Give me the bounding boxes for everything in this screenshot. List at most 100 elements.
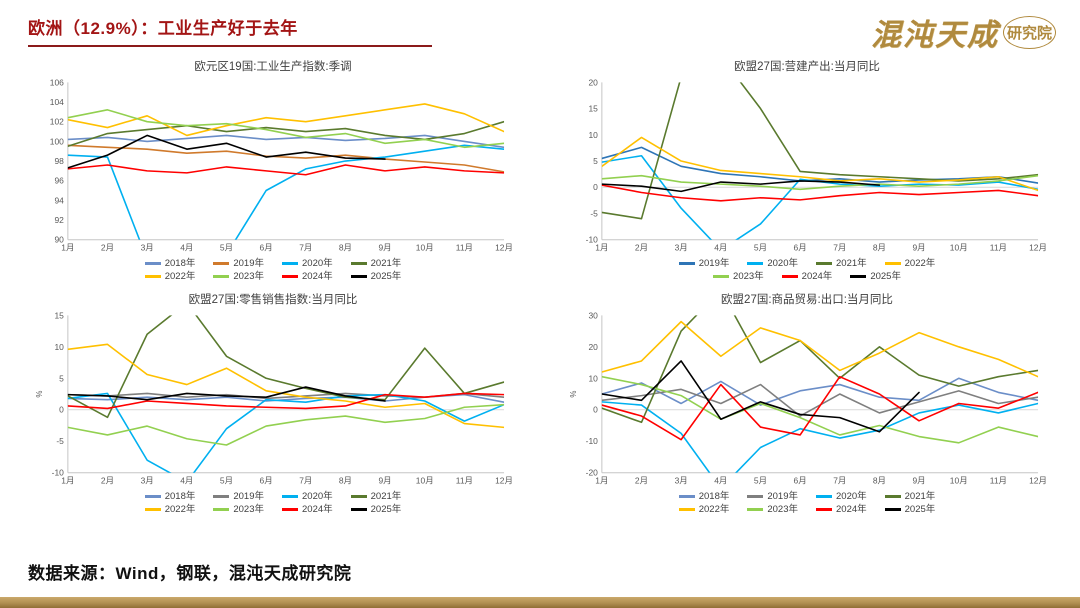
series-line-2024年	[67, 164, 505, 176]
legend-label: 2025年	[904, 504, 936, 515]
legend-label: 2021年	[370, 491, 402, 502]
legend-item: 2020年	[282, 257, 333, 270]
data-source-note: 数据来源：Wind，钢联，混沌天成研究院	[28, 564, 352, 583]
legend-label: 2024年	[302, 504, 333, 515]
legend-label: 2025年	[370, 504, 402, 515]
title-underline	[28, 45, 432, 47]
legend-swatch	[816, 495, 832, 498]
y-tick-label: 0	[59, 405, 64, 415]
legend-row: 2018年 2019年 2020年 2021年	[34, 490, 512, 503]
legend-label: 2023年	[233, 504, 264, 515]
x-tick-label: 2月	[101, 243, 114, 253]
y-tick-label: 10	[588, 373, 598, 383]
legend-row: 2022年 2023年 2024年 2025年	[568, 503, 1046, 516]
legend-swatch	[678, 262, 695, 265]
series-line-2020年	[601, 154, 1039, 240]
series-line-2020年	[601, 401, 1039, 473]
legend-swatch	[816, 262, 832, 265]
x-tick-label: 6月	[260, 243, 273, 253]
legend-label: 2019年	[767, 491, 798, 502]
legend-item: 2024年	[781, 270, 833, 283]
legend-item: 2019年	[678, 257, 729, 270]
y-tick-label: 102	[50, 117, 64, 127]
x-tick-label: 4月	[714, 476, 727, 486]
series-line-2019年	[601, 383, 1039, 417]
chart-title: 欧盟27国:营建产出:当月同比	[734, 61, 880, 73]
legend-label: 2021年	[904, 491, 936, 502]
legend-label: 2020年	[302, 258, 333, 269]
y-tick-label: 10	[588, 130, 598, 140]
legend-row: 2022年 2023年 2024年 2025年	[34, 503, 512, 516]
x-tick-label: 9月	[378, 476, 391, 486]
line-chart-retail-sales: -10 -5 0 5 10 15 1月 2月 3月 4月 5月 6月 7月 8月 9月 10月 11月 12月%	[35, 310, 512, 486]
series-line-2022年	[67, 343, 505, 429]
y-tick-label: 100	[50, 136, 64, 146]
x-tick-label: 3月	[675, 476, 688, 486]
x-tick-label: 5月	[754, 476, 767, 486]
series-line-2023年	[601, 174, 1039, 191]
x-tick-label: 9月	[912, 243, 925, 253]
chart-panel-construction-output: 欧盟27国:营建产出:当月同比 -10 -5 0 5 10 15 20 1月 2月 3月 4月 5月 6…	[568, 58, 1046, 283]
legend-item: 2019年	[213, 257, 264, 270]
x-tick-label: 7月	[833, 476, 846, 486]
y-tick-label: -5	[590, 208, 598, 218]
legend-label: 2024年	[302, 271, 333, 282]
y-tick-label: 98	[54, 156, 64, 166]
legend-swatch	[282, 495, 298, 498]
y-tick-label: -10	[586, 436, 599, 446]
legend-label: 2020年	[302, 491, 333, 502]
legend-label: 2022年	[164, 271, 196, 282]
series-line-2025年	[601, 180, 881, 193]
legend-swatch	[884, 495, 901, 498]
chart-panel-goods-exports: 欧盟27国:商品贸易:出口:当月同比 -20 -10 0 10 20 30 1月 2月 3月 4月…	[568, 291, 1046, 516]
x-tick-label: 8月	[339, 476, 352, 486]
x-tick-label: 4月	[180, 243, 193, 253]
x-tick-label: 5月	[220, 476, 233, 486]
x-tick-label: 3月	[141, 243, 154, 253]
brand-logo: 混沌天成 研究院	[871, 8, 1056, 54]
x-tick-label: 5月	[220, 243, 233, 253]
legend-swatch	[747, 508, 764, 511]
legend-item: 2024年	[816, 503, 867, 516]
legend-row: 2018年 2019年 2020年 2021年	[568, 490, 1046, 503]
legend-item: 2023年	[747, 503, 798, 516]
legend-label: 2025年	[370, 271, 402, 282]
legend-swatch	[350, 495, 367, 498]
series-line-2023年	[67, 403, 505, 446]
chart-legend: 2018年 2019年 2020年 2021年 2022年 2023年 2024年 2025年	[568, 490, 1046, 516]
series-line-2021年	[67, 315, 505, 419]
y-tick-label: -10	[586, 235, 599, 245]
legend-label: 2018年	[164, 258, 196, 269]
legend-item: 2025年	[884, 503, 936, 516]
legend-item: 2024年	[282, 270, 333, 283]
legend-item: 2020年	[816, 490, 867, 503]
legend-label: 2019年	[233, 258, 264, 269]
x-tick-label: 2月	[635, 243, 648, 253]
legend-swatch	[678, 508, 695, 511]
legend-item: 2019年	[213, 490, 264, 503]
line-chart-construction-output: -10 -5 0 5 10 15 20 1月 2月 3月 4月 5月 6月 7月 8月 9月 10月 11月 12月	[586, 77, 1046, 253]
legend-swatch	[850, 275, 867, 278]
series-line-2021年	[601, 315, 1039, 424]
legend-swatch	[144, 508, 161, 511]
legend-label: 2020年	[836, 491, 867, 502]
legend-swatch	[282, 275, 298, 278]
x-tick-label: 5月	[754, 243, 767, 253]
y-tick-label: -5	[56, 436, 64, 446]
y-tick-label: -20	[586, 468, 599, 478]
legend-swatch	[678, 495, 695, 498]
series-line-2021年	[67, 120, 505, 148]
legend-label: 2024年	[836, 504, 867, 515]
legend-label: 2024年	[801, 271, 833, 282]
line-chart-goods-exports: -20 -10 0 10 20 30 1月 2月 3月 4月 5月 6月 7月 8月 9月 10月 11月 12月…	[569, 310, 1046, 486]
y-tick-label: 15	[54, 310, 64, 320]
y-tick-label: 0	[593, 405, 598, 415]
chart-legend: 2018年 2019年 2020年 2021年 2022年 2023年 2024年 2025年	[34, 490, 512, 516]
x-tick-label: 8月	[873, 243, 886, 253]
y-tick-label: 20	[588, 342, 598, 352]
series-line-2020年	[67, 144, 505, 240]
x-tick-label: 8月	[339, 243, 352, 253]
x-tick-label: 11月	[990, 476, 1007, 486]
x-tick-label: 6月	[794, 476, 807, 486]
chart-legend: 2019年 2020年 2021年 2022年 2023年 2024年 2025年	[568, 257, 1046, 283]
